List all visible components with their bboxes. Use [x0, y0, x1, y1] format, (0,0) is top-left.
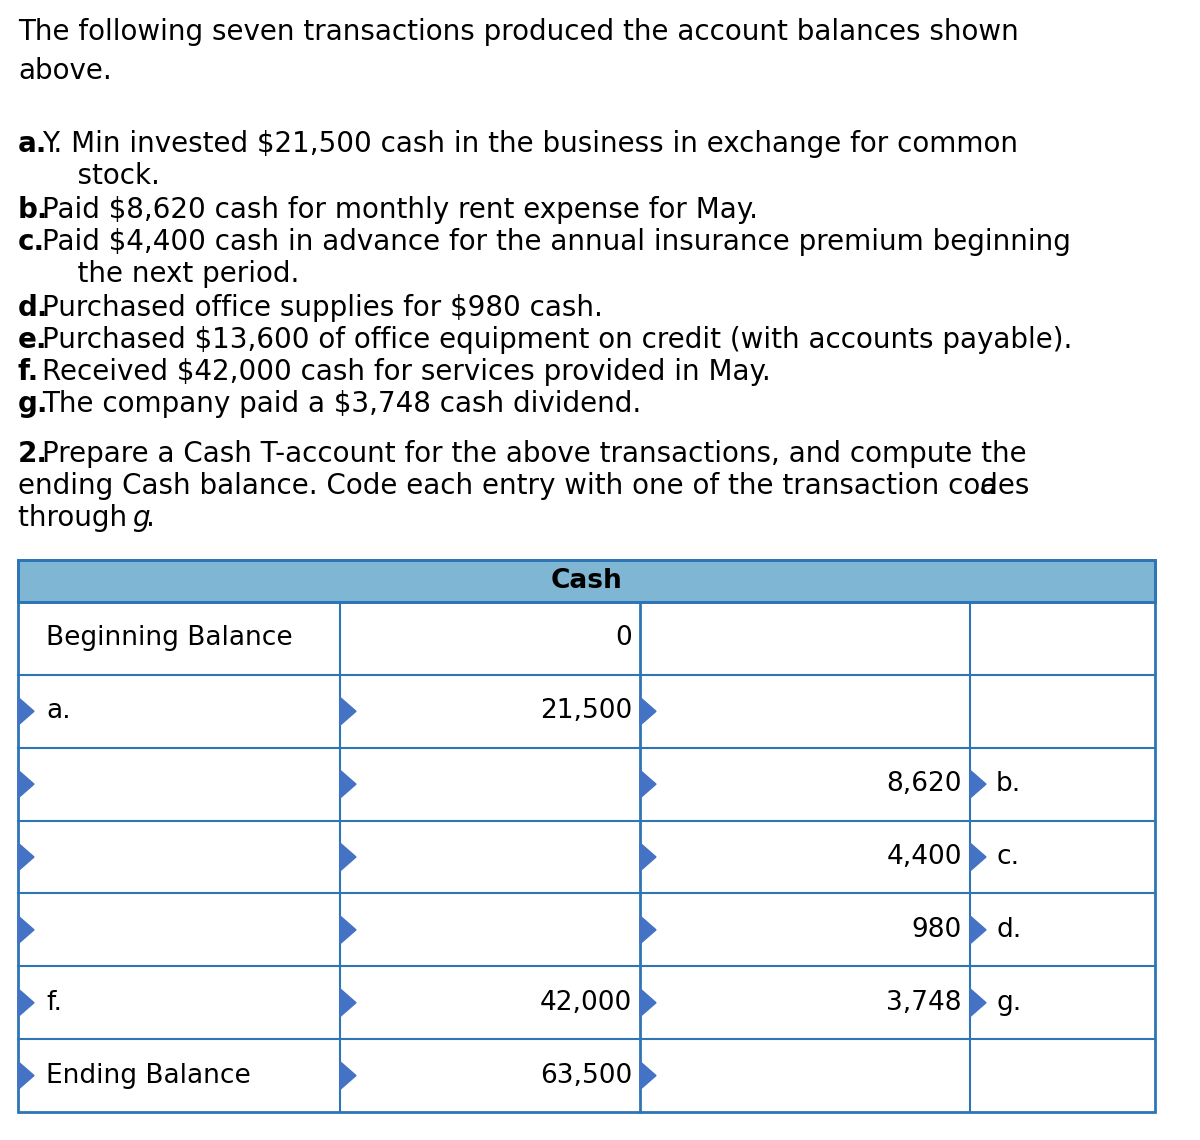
Text: c.: c. [18, 228, 46, 256]
Text: Beginning Balance: Beginning Balance [46, 626, 293, 651]
Text: Ending Balance: Ending Balance [46, 1062, 251, 1089]
Text: The company paid a $3,748 cash dividend.: The company paid a $3,748 cash dividend. [42, 390, 641, 418]
Text: 4,400: 4,400 [887, 844, 962, 870]
Polygon shape [970, 915, 986, 944]
Polygon shape [340, 842, 356, 871]
Polygon shape [970, 771, 986, 798]
Text: g.: g. [18, 390, 48, 418]
Text: Purchased office supplies for $980 cash.: Purchased office supplies for $980 cash. [42, 294, 602, 321]
Polygon shape [18, 915, 34, 944]
Polygon shape [18, 771, 34, 798]
Text: 980: 980 [912, 917, 962, 943]
Text: Purchased $13,600 of office equipment on credit (with accounts payable).: Purchased $13,600 of office equipment on… [42, 326, 1073, 355]
Polygon shape [340, 698, 356, 725]
Text: 8,620: 8,620 [887, 771, 962, 797]
Polygon shape [970, 842, 986, 871]
Polygon shape [18, 698, 34, 725]
Text: d.: d. [996, 917, 1021, 943]
Text: f.: f. [18, 358, 40, 386]
Text: a.: a. [46, 699, 71, 724]
Text: 0: 0 [616, 626, 632, 651]
Polygon shape [970, 988, 986, 1017]
Bar [18, 560, 1154, 602]
Polygon shape [340, 1061, 356, 1090]
Text: g.: g. [996, 990, 1021, 1016]
Polygon shape [340, 771, 356, 798]
Text: 2.: 2. [18, 440, 48, 469]
Bar [18, 560, 1154, 1112]
Polygon shape [640, 1061, 656, 1090]
Polygon shape [340, 915, 356, 944]
Text: Y. Min invested $21,500 cash in the business in exchange for common: Y. Min invested $21,500 cash in the busi… [42, 130, 1018, 158]
Text: a.: a. [18, 130, 47, 158]
Text: f.: f. [46, 990, 62, 1016]
Text: g: g [132, 504, 150, 532]
Text: Received $42,000 cash for services provided in May.: Received $42,000 cash for services provi… [42, 358, 770, 386]
Text: Prepare a Cash T-account for the above transactions, and compute the: Prepare a Cash T-account for the above t… [42, 440, 1027, 469]
Polygon shape [640, 771, 656, 798]
Text: a: a [980, 472, 997, 500]
Text: e.: e. [18, 326, 48, 355]
Text: stock.: stock. [42, 162, 160, 190]
Text: Cash: Cash [551, 568, 623, 594]
Polygon shape [640, 842, 656, 871]
Text: the next period.: the next period. [42, 260, 299, 288]
Text: b.: b. [996, 771, 1021, 797]
Polygon shape [18, 1061, 34, 1090]
Text: Paid $8,620 cash for monthly rent expense for May.: Paid $8,620 cash for monthly rent expens… [42, 196, 758, 223]
Text: 42,000: 42,000 [540, 990, 632, 1016]
Text: 3,748: 3,748 [887, 990, 962, 1016]
Text: 63,500: 63,500 [540, 1062, 632, 1089]
Polygon shape [340, 988, 356, 1017]
Text: ending Cash balance. Code each entry with one of the transaction codes: ending Cash balance. Code each entry wit… [18, 472, 1038, 500]
Polygon shape [18, 988, 34, 1017]
Text: Paid $4,400 cash in advance for the annual insurance premium beginning: Paid $4,400 cash in advance for the annu… [42, 228, 1070, 256]
Text: d.: d. [18, 294, 48, 321]
Text: through: through [18, 504, 136, 532]
Polygon shape [640, 988, 656, 1017]
Text: 21,500: 21,500 [540, 699, 632, 724]
Polygon shape [18, 842, 34, 871]
Text: b.: b. [18, 196, 48, 223]
Polygon shape [640, 915, 656, 944]
Text: .: . [146, 504, 155, 532]
Text: c.: c. [996, 844, 1019, 870]
Text: The following seven transactions produced the account balances shown
above.: The following seven transactions produce… [18, 18, 1019, 86]
Polygon shape [640, 698, 656, 725]
